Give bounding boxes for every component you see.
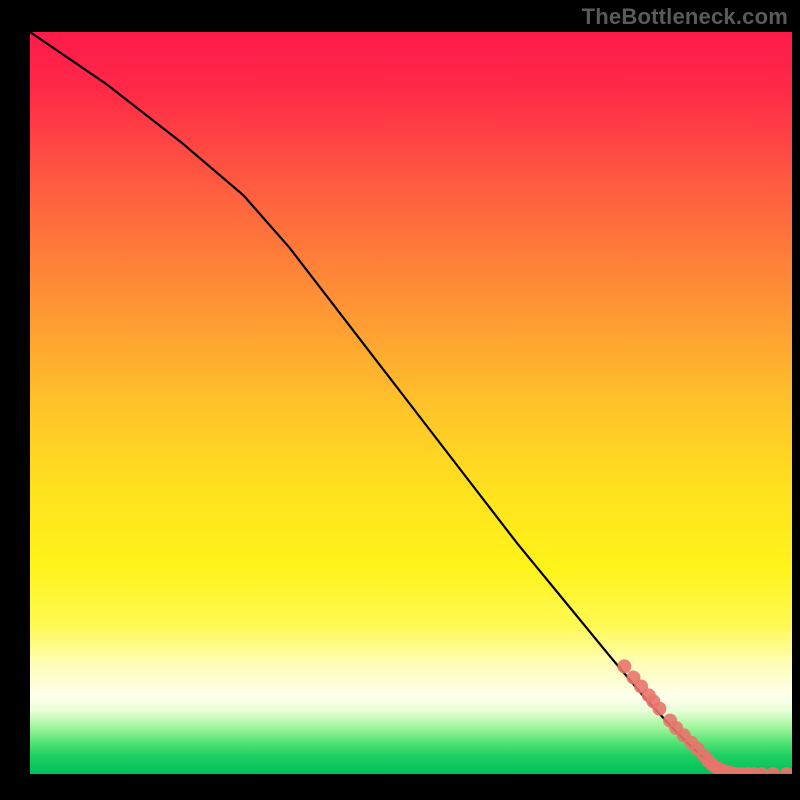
watermark-text: TheBottleneck.com — [582, 4, 788, 30]
chart-svg — [0, 0, 800, 800]
data-marker — [617, 659, 631, 673]
gradient-plot-area — [30, 32, 792, 774]
data-marker — [652, 702, 666, 716]
chart-stage: TheBottleneck.com — [0, 0, 800, 800]
